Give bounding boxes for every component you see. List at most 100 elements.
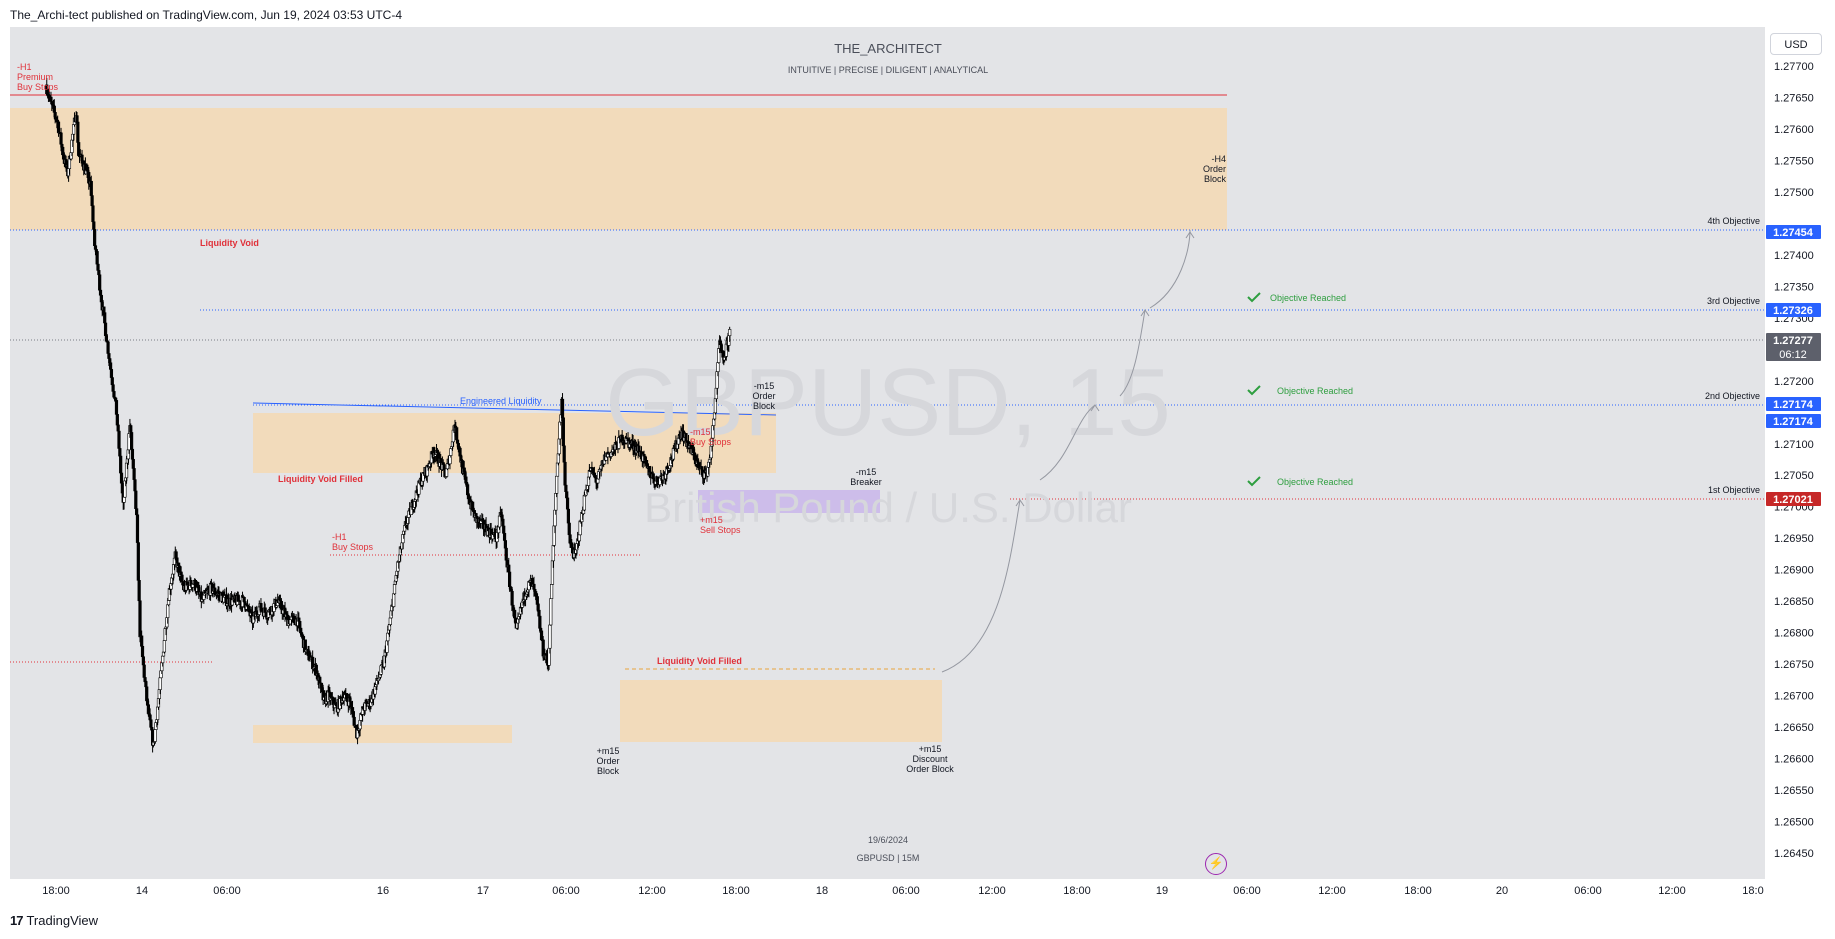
x-tick-7: 18:00: [722, 885, 750, 897]
price-axis-bg: [1765, 27, 1835, 879]
m15-ob-bottom-label-0: +m15: [597, 746, 620, 756]
x-tick-15: 18:00: [1404, 885, 1432, 897]
candle-body-609: [561, 417, 565, 447]
candle-body-793: [716, 362, 720, 372]
m15-breaker-label-0: -m15: [856, 467, 877, 477]
y-tick-4: 1.27500: [1774, 187, 1814, 199]
candle-body-117: [143, 677, 147, 682]
candle-body-601: [555, 475, 559, 494]
curve-arrow-3: [1185, 231, 1195, 239]
curves-layer: [941, 229, 1195, 673]
candle-body-296: [297, 617, 301, 622]
check-icon-2: [1247, 476, 1261, 487]
candle-body-82: [114, 397, 118, 401]
candle-body-111: [138, 600, 142, 638]
candle-body-403: [388, 617, 392, 625]
candle-body-495: [465, 484, 470, 496]
m15-sellstops-label-1: Sell Stops: [700, 525, 741, 535]
currency-button[interactable]: USD: [1770, 33, 1822, 55]
curve-arrow-0: [1015, 499, 1025, 507]
objective-reached-label-0: Objective Reached: [1270, 293, 1346, 303]
candle-body-475: [449, 448, 453, 456]
y-tick-15: 1.26800: [1774, 628, 1814, 640]
x-tick-12: 19: [1156, 885, 1168, 897]
price-badge-bg-2: [1766, 333, 1821, 361]
m15-ob-bottom-label-2: Block: [597, 766, 620, 776]
x-tick-11: 18:00: [1063, 885, 1091, 897]
y-tick-13: 1.26900: [1774, 565, 1814, 577]
x-tick-18: 12:00: [1658, 885, 1686, 897]
candle-body-140: [162, 640, 166, 653]
objective-curve-0: [941, 499, 1021, 673]
m15-buystops-label-1: Buy Stops: [690, 437, 732, 447]
candle-body-119: [145, 686, 149, 702]
y-tick-0: 1.27700: [1774, 61, 1814, 73]
m15-ob-top-label-0: -m15: [754, 381, 775, 391]
price-badge-bg-1: [1766, 303, 1821, 317]
m15-sellstops-label-0: +m15: [700, 515, 723, 525]
y-tick-20: 1.26550: [1774, 785, 1814, 797]
y-tick-2: 1.27600: [1774, 124, 1814, 136]
publish-header: The_Archi-tect published on TradingView.…: [10, 8, 403, 22]
x-tick-9: 06:00: [892, 885, 920, 897]
x-tick-3: 16: [377, 885, 389, 897]
y-tick-6: 1.27350: [1774, 281, 1814, 293]
watermark-symbol-small: GBPUSD | 15M: [857, 853, 920, 863]
candles-layer: [45, 77, 732, 753]
h1-buystops-label-0: -H1: [332, 532, 347, 542]
x-tick-8: 18: [816, 885, 828, 897]
h4-ob-label-0: -H4: [1211, 154, 1226, 164]
candle-body-597: [551, 545, 555, 562]
m15-discount-ob-label-1: Discount: [912, 754, 948, 764]
candle-body-807: [728, 329, 732, 337]
h4-ob-label-1: Order: [1203, 164, 1226, 174]
objective-curve-2: [1119, 309, 1146, 397]
zone-0: [10, 108, 1227, 230]
candle-body-92: [122, 496, 126, 503]
candle-body-611: [563, 461, 567, 486]
candle-body-69: [103, 312, 107, 324]
check-icon-0: [1247, 292, 1261, 303]
tv-logo-icon: 17: [10, 913, 24, 928]
candle-body-186: [202, 594, 206, 600]
x-tick-16: 20: [1496, 885, 1508, 897]
price-badge-value-3: 1.27174: [1773, 399, 1814, 411]
x-tick-2: 06:00: [213, 885, 241, 897]
m15-discount-ob-label-2: Order Block: [906, 764, 954, 774]
m15-ob-top-label-1: Order: [752, 391, 775, 401]
price-badge-value-5: 1.27021: [1773, 494, 1813, 506]
candle-body-129: [153, 729, 157, 742]
check-icon-1: [1247, 385, 1261, 396]
x-tick-5: 06:00: [552, 885, 580, 897]
void-filled-label-1: Liquidity Void Filled: [278, 474, 363, 484]
candle-body-578: [535, 596, 539, 605]
candle-body-157: [177, 562, 181, 567]
watermark-date: 19/6/2024: [868, 835, 908, 845]
candle-body-83: [114, 400, 119, 415]
x-tick-0: 18:00: [42, 885, 70, 897]
candle-body-686: [626, 438, 630, 442]
y-tick-14: 1.26850: [1774, 596, 1814, 608]
flash-icon[interactable]: ⚡: [1205, 853, 1227, 875]
price-badge-value-4: 1.27174: [1773, 416, 1814, 428]
candle-body-594: [549, 598, 553, 626]
h4-ob-label-2: Block: [1204, 174, 1227, 184]
price-badge-sub-2: 06:12: [1779, 349, 1807, 361]
candle-body-533: [497, 515, 502, 528]
y-tick-16: 1.26750: [1774, 659, 1814, 671]
y-tick-5: 1.27400: [1774, 250, 1814, 262]
price-badge-value-0: 1.27454: [1773, 227, 1814, 239]
y-tick-17: 1.26700: [1774, 691, 1814, 703]
watermark-layer: THE_ARCHITECT INTUITIVE | PRECISE | DILI…: [605, 41, 1171, 863]
objective-curve-3: [1149, 229, 1191, 309]
tradingview-logo[interactable]: 17 TradingView: [10, 913, 98, 928]
y-tick-11: 1.27000: [1774, 502, 1814, 514]
price-badge-bg-0: [1766, 225, 1821, 239]
x-tick-19: 18:0: [1742, 885, 1763, 897]
zone-2: [253, 725, 512, 743]
h1-premium-label-2: Buy Stops: [17, 82, 59, 92]
price-badge-value-1: 1.27326: [1773, 305, 1813, 317]
candle-body-106: [134, 490, 138, 509]
